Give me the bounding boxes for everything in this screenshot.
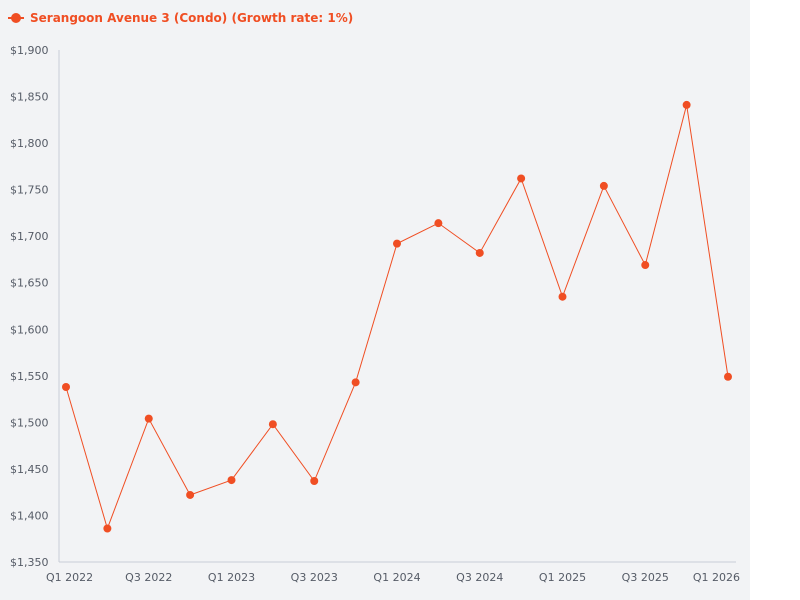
series-line — [65, 104, 729, 531]
x-tick-label: Q3 2022 — [125, 571, 172, 584]
chart-legend[interactable]: Serangoon Avenue 3 (Condo) (Growth rate:… — [8, 8, 353, 28]
data-point[interactable] — [558, 292, 567, 301]
legend-series-label: Serangoon Avenue 3 (Condo) (Growth rate:… — [30, 11, 354, 25]
y-tick-label: $1,750 — [10, 184, 49, 197]
y-tick-label: $1,450 — [10, 463, 49, 476]
x-tick-labels: Q1 2022 Q3 2022 Q1 2023 Q3 2023 Q1 2024 Q3 20… — [46, 571, 740, 584]
x-tick-label: Q3 2023 — [291, 571, 338, 584]
data-point[interactable] — [62, 382, 70, 391]
x-tick-label: Q1 2026 — [693, 571, 740, 584]
data-point[interactable] — [310, 477, 319, 486]
y-tick-label: $1,350 — [10, 556, 49, 569]
y-tick-label: $1,550 — [10, 370, 49, 383]
data-point[interactable] — [393, 239, 401, 248]
data-point[interactable] — [682, 100, 691, 109]
data-point[interactable] — [268, 420, 277, 429]
y-tick-label: $1,850 — [10, 91, 49, 104]
x-tick-label: Q1 2025 — [539, 571, 586, 584]
x-tick-label: Q3 2025 — [622, 571, 669, 584]
x-tick-label: Q3 2024 — [456, 571, 503, 584]
data-point[interactable] — [103, 524, 112, 533]
data-point[interactable] — [227, 476, 236, 485]
y-tick-label: $1,700 — [10, 230, 49, 243]
x-tick-label: Q1 2022 — [46, 571, 93, 584]
y-tick-label: $1,650 — [10, 277, 49, 290]
x-tick-label: Q1 2024 — [373, 571, 420, 584]
series-points — [62, 100, 732, 533]
y-tick-labels: $1,350 $1,400 $1,450 $1,500 $1,550 $1,600 $1,6… — [10, 44, 49, 569]
data-point[interactable] — [475, 248, 484, 257]
chart-panel — [0, 0, 750, 600]
y-tick-label: $1,900 — [10, 44, 49, 57]
legend-series-marker-icon — [8, 12, 24, 24]
data-point[interactable] — [724, 372, 732, 381]
y-tick-label: $1,500 — [10, 416, 49, 429]
data-point[interactable] — [434, 219, 443, 228]
data-point[interactable] — [599, 181, 608, 190]
data-point[interactable] — [517, 174, 526, 183]
y-tick-label: $1,400 — [10, 509, 49, 522]
data-point[interactable] — [351, 378, 360, 387]
y-tick-label: $1,600 — [10, 323, 49, 336]
data-point[interactable] — [144, 414, 153, 423]
data-point[interactable] — [186, 490, 195, 499]
data-point[interactable] — [641, 261, 650, 270]
y-tick-label: $1,800 — [10, 137, 49, 150]
x-tick-label: Q1 2023 — [208, 571, 255, 584]
